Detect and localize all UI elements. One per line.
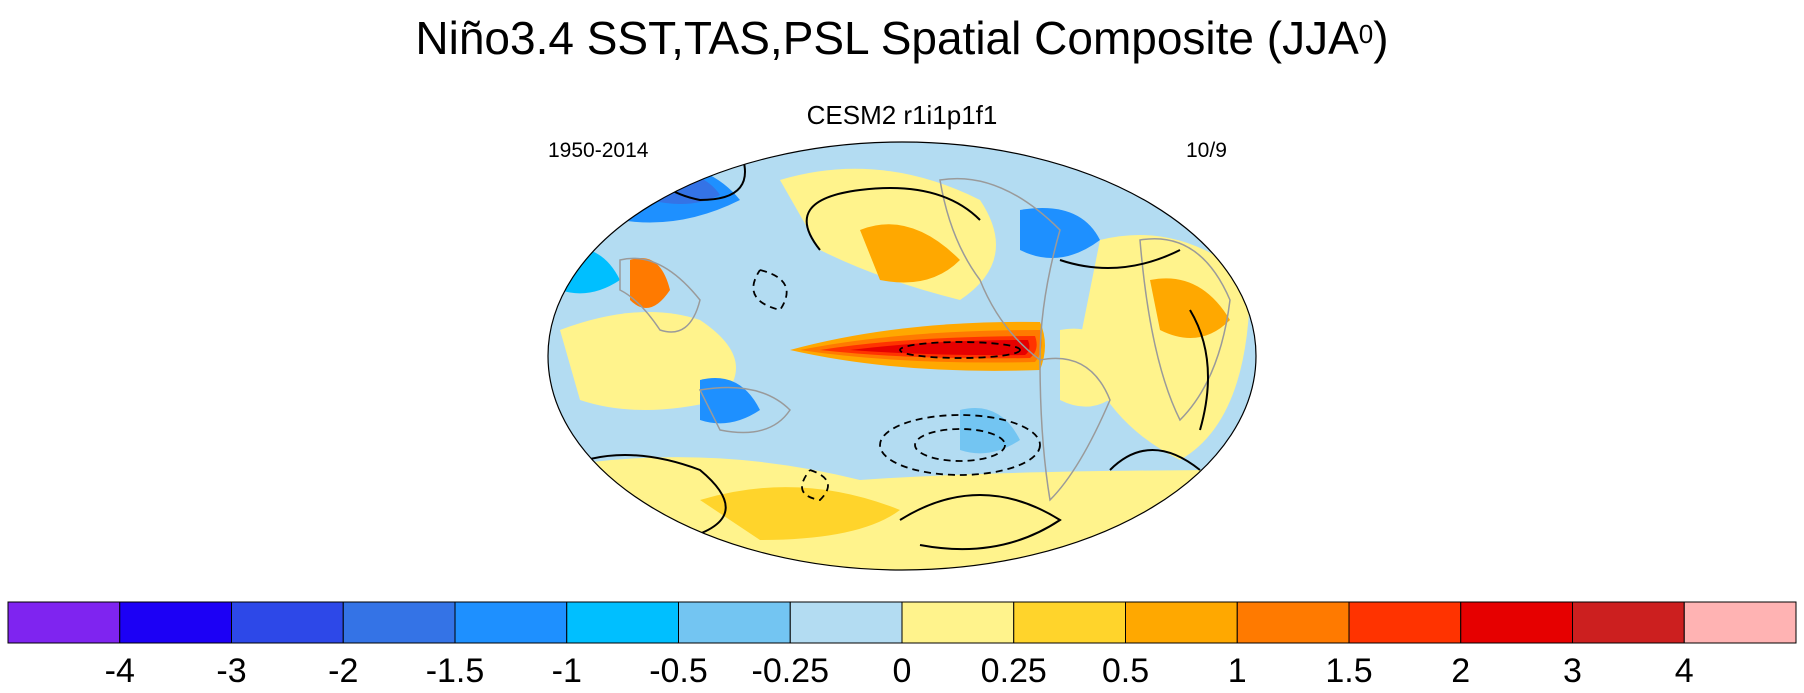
colorbar-label: -3 [216, 652, 246, 690]
colorbar-box [1460, 601, 1573, 644]
colorbar-box [1013, 601, 1126, 644]
colorbar-label: -1 [552, 652, 582, 690]
colorbar-box [454, 601, 568, 644]
colorbar-box [1125, 601, 1238, 644]
colorbar-label: -2 [328, 652, 358, 690]
psl-contours [559, 149, 1209, 551]
colorbar-box [566, 601, 679, 644]
colorbar-label: -0.5 [649, 652, 708, 690]
composite-map [547, 141, 1257, 571]
colorbar-box [231, 601, 344, 644]
land-outlines [619, 177, 1231, 502]
colorbar-label: 1 [1228, 652, 1247, 690]
colorbar-box [789, 601, 903, 644]
colorbar-box [1572, 601, 1685, 644]
colorbar-label: 2 [1451, 652, 1470, 690]
colorbar-label: 3 [1563, 652, 1582, 690]
colorbar-label: -1.5 [426, 652, 485, 690]
psl-dashed-contours [752, 269, 1041, 501]
colorbar-label: 0 [893, 652, 912, 690]
colorbar-label: 4 [1675, 652, 1694, 690]
colorbar-box [901, 601, 1015, 644]
colorbar-box [678, 601, 791, 644]
colorbar-label: 1.5 [1325, 652, 1372, 690]
count-label: 10/9 [1186, 139, 1227, 162]
period-label: 1950-2014 [548, 139, 649, 162]
figure-title: Niño3.4 SST,TAS,PSL Spatial Composite (J… [415, 12, 1389, 64]
colorbar-label: 0.5 [1102, 652, 1149, 690]
nino-warm-tongue [790, 321, 1045, 371]
colorbar-label: -4 [105, 652, 135, 690]
colorbar-box [7, 601, 121, 644]
model-subtitle: CESM2 r1i1p1f1 [806, 100, 998, 130]
colorbar-box [119, 601, 232, 644]
colorbar-box [342, 601, 456, 644]
colorbar-label: -0.25 [752, 652, 830, 690]
colorbar-box [1683, 601, 1797, 644]
globe-outline [547, 141, 1257, 571]
colorbar-label: 0.25 [981, 652, 1047, 690]
colorbar-box [1348, 601, 1462, 644]
colorbar-box [1236, 601, 1350, 644]
